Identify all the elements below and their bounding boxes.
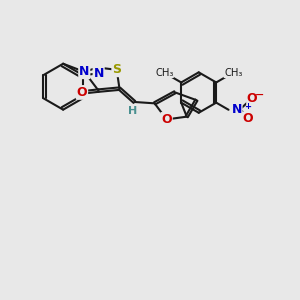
Text: CH₃: CH₃ xyxy=(155,68,173,78)
Text: O: O xyxy=(161,113,172,126)
Text: O: O xyxy=(247,92,257,105)
Text: −: − xyxy=(255,89,264,100)
Text: N: N xyxy=(232,103,242,116)
Text: S: S xyxy=(112,63,121,76)
Text: O: O xyxy=(77,86,87,99)
Text: O: O xyxy=(243,112,253,125)
Text: CH₃: CH₃ xyxy=(224,68,242,78)
Text: H: H xyxy=(128,106,138,116)
Text: N: N xyxy=(79,65,89,78)
Text: +: + xyxy=(244,102,251,111)
Text: N: N xyxy=(94,67,104,80)
